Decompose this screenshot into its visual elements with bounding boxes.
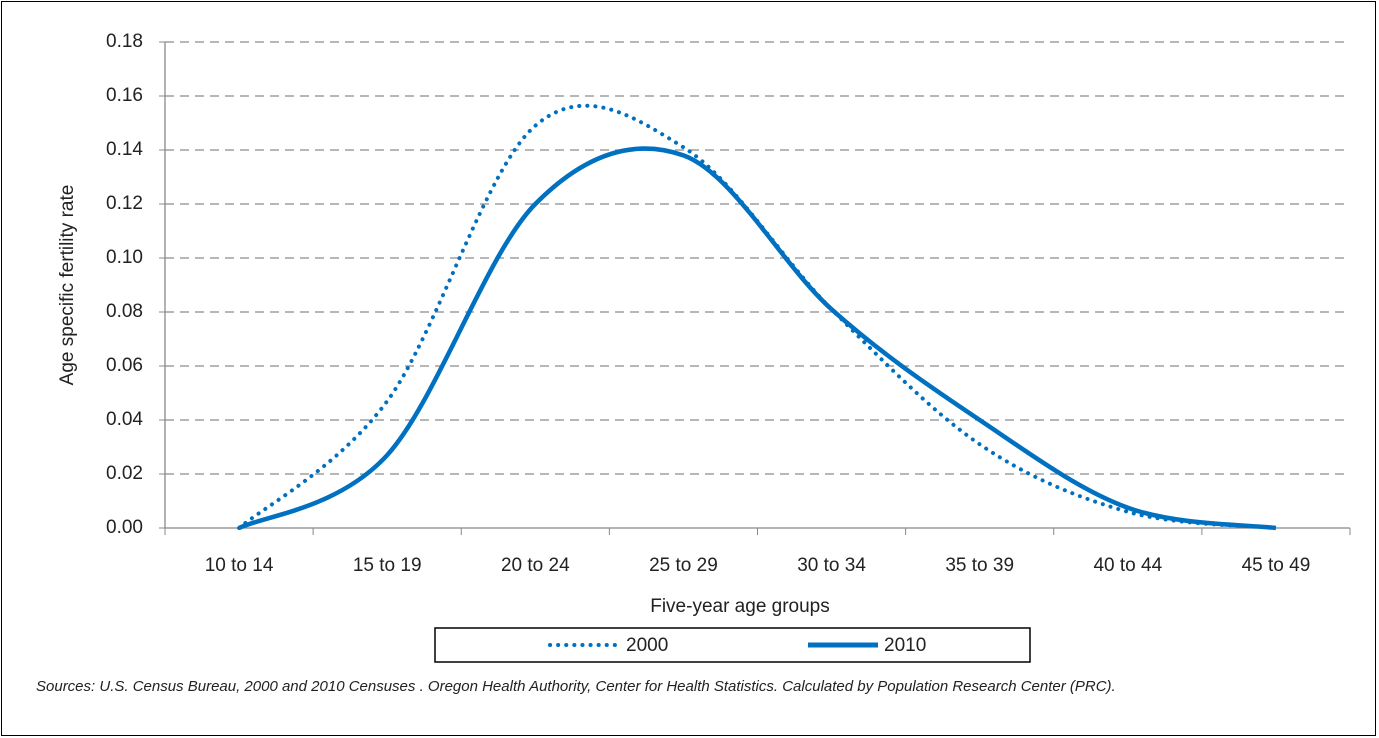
- y-tick-label: 0.02: [106, 463, 143, 484]
- x-tick-label: 30 to 34: [797, 555, 866, 576]
- y-tick-label: 0.00: [106, 517, 143, 538]
- series-line: [238, 146, 1277, 531]
- y-axis-label: Age specific fertility rate: [57, 185, 78, 386]
- x-tick-label: 25 to 29: [649, 555, 718, 576]
- y-tick-label: 0.04: [106, 409, 143, 430]
- y-tick-label: 0.18: [106, 31, 143, 52]
- legend-label: 2010: [884, 635, 926, 656]
- y-tick-label: 0.14: [106, 139, 143, 160]
- y-tick-label: 0.16: [106, 85, 143, 106]
- legend-box: [434, 627, 1031, 663]
- x-axis-label: Five-year age groups: [650, 596, 830, 617]
- x-tick-label: 20 to 24: [501, 555, 570, 576]
- x-tick-label: 40 to 44: [1093, 555, 1162, 576]
- y-tick-label: 0.08: [106, 301, 143, 322]
- legend-label: 2000: [626, 635, 668, 656]
- x-tick-label: 35 to 39: [945, 555, 1014, 576]
- x-tick-label: 45 to 49: [1242, 555, 1311, 576]
- x-tick-label: 10 to 14: [205, 555, 274, 576]
- y-tick-label: 0.06: [106, 355, 143, 376]
- source-note: Sources: U.S. Census Bureau, 2000 and 20…: [36, 678, 1116, 695]
- y-tick-label: 0.10: [106, 247, 143, 268]
- x-tick-label: 15 to 19: [353, 555, 422, 576]
- y-tick-label: 0.12: [106, 193, 143, 214]
- series-line: [237, 103, 1278, 530]
